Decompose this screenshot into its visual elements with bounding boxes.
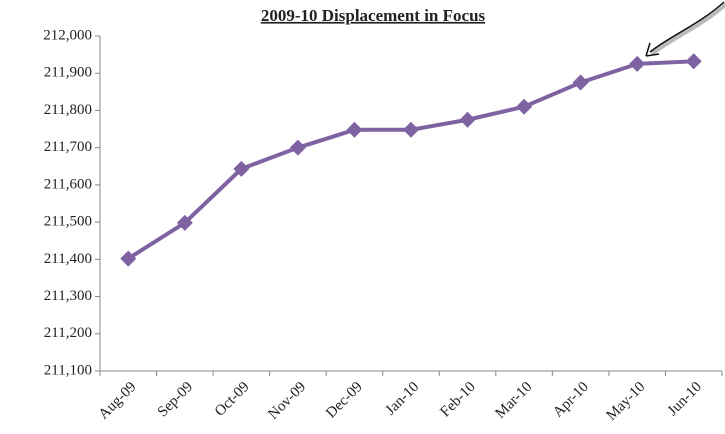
line — [127, 59, 694, 261]
y-tick-label: 211,200 — [44, 325, 92, 341]
x-tick-label: Feb-10 — [437, 379, 478, 420]
y-tick-label: 211,500 — [44, 214, 92, 230]
x-tick-label: Jan-10 — [383, 379, 423, 419]
x-tick-label: Mar-10 — [492, 379, 535, 422]
marker — [289, 139, 306, 156]
marker — [572, 74, 589, 91]
callout-arrow — [645, 1, 725, 57]
x-tick-label: Jun-10 — [665, 379, 705, 419]
x-tick-label: Oct-09 — [212, 379, 253, 420]
x-tick-label: Apr-10 — [550, 379, 592, 421]
x-tick-label: Dec-09 — [323, 379, 366, 422]
y-tick-label: 211,300 — [44, 288, 92, 304]
y-tick-label: 211,600 — [44, 176, 92, 192]
chart-title: 2009-10 Displacement in Focus — [261, 6, 486, 25]
x-tick-label: Sep-09 — [155, 379, 196, 420]
marker — [403, 121, 419, 138]
y-tick-label: 211,900 — [44, 65, 92, 81]
y-tick-label: 211,700 — [44, 139, 92, 155]
x-tick-label: May-10 — [604, 379, 649, 424]
y-tick-label: 211,800 — [44, 102, 92, 118]
y-tick-label: 211,100 — [44, 362, 92, 378]
x-tick-label: Nov-09 — [265, 379, 309, 423]
marker — [120, 250, 137, 267]
marker — [176, 214, 193, 231]
marker — [685, 53, 702, 70]
y-tick-label: 212,000 — [43, 27, 92, 43]
marker — [459, 111, 476, 128]
y-tick-label: 211,400 — [44, 251, 92, 267]
marker — [346, 121, 363, 138]
x-tick-label: Aug-09 — [96, 379, 140, 423]
marker — [516, 98, 533, 115]
marker — [629, 55, 646, 72]
marker — [233, 160, 250, 177]
